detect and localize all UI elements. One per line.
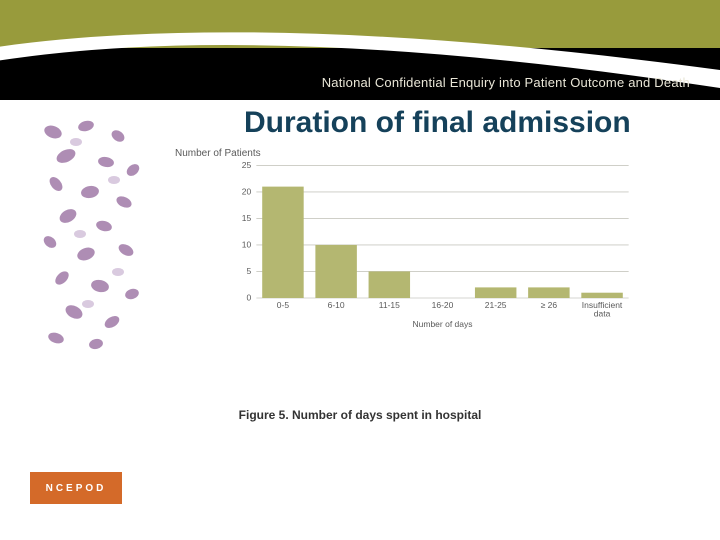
x-tick-label: 6-10 <box>328 300 345 310</box>
x-tick-label: ≥ 26 <box>541 300 558 310</box>
bar <box>581 293 622 298</box>
bar <box>262 187 303 298</box>
x-tick-label: data <box>594 309 611 319</box>
bar <box>315 245 356 298</box>
slide: National Confidential Enquiry into Patie… <box>0 0 720 540</box>
x-tick-label: 21-25 <box>485 300 507 310</box>
y-tick-label: 10 <box>242 240 252 250</box>
x-tick-label: 11-15 <box>379 300 400 310</box>
header-subtitle: National Confidential Enquiry into Patie… <box>322 75 690 90</box>
y-tick-label: 15 <box>242 213 252 223</box>
y-tick-label: 0 <box>247 293 252 303</box>
header-band: National Confidential Enquiry into Patie… <box>0 0 720 100</box>
x-axis-title: Number of days <box>413 319 473 329</box>
y-tick-label: 25 <box>242 162 252 170</box>
y-tick-label: 5 <box>247 266 252 276</box>
y-tick-label: 20 <box>242 186 252 196</box>
bar <box>369 271 410 298</box>
x-tick-label: 0-5 <box>277 300 290 310</box>
ncepod-logo: NCEPOD <box>30 472 122 504</box>
bar <box>528 287 569 298</box>
x-tick-label: 16-20 <box>432 300 454 310</box>
cells-image <box>38 114 146 354</box>
header-olive-band <box>0 0 720 48</box>
slide-title: Duration of final admission <box>244 106 631 140</box>
y-axis-title: Number of Patients <box>175 148 261 159</box>
bar-chart: Number of Patients 0 5 10 15 20 25 0-5 6-10 11-1… <box>175 148 675 368</box>
bar <box>475 287 516 298</box>
figure-caption: Figure 5. Number of days spent in hospit… <box>239 408 482 422</box>
chart-plot: 05101520250-56-1011-1516-2021-25≥ 26Insu… <box>199 162 669 332</box>
